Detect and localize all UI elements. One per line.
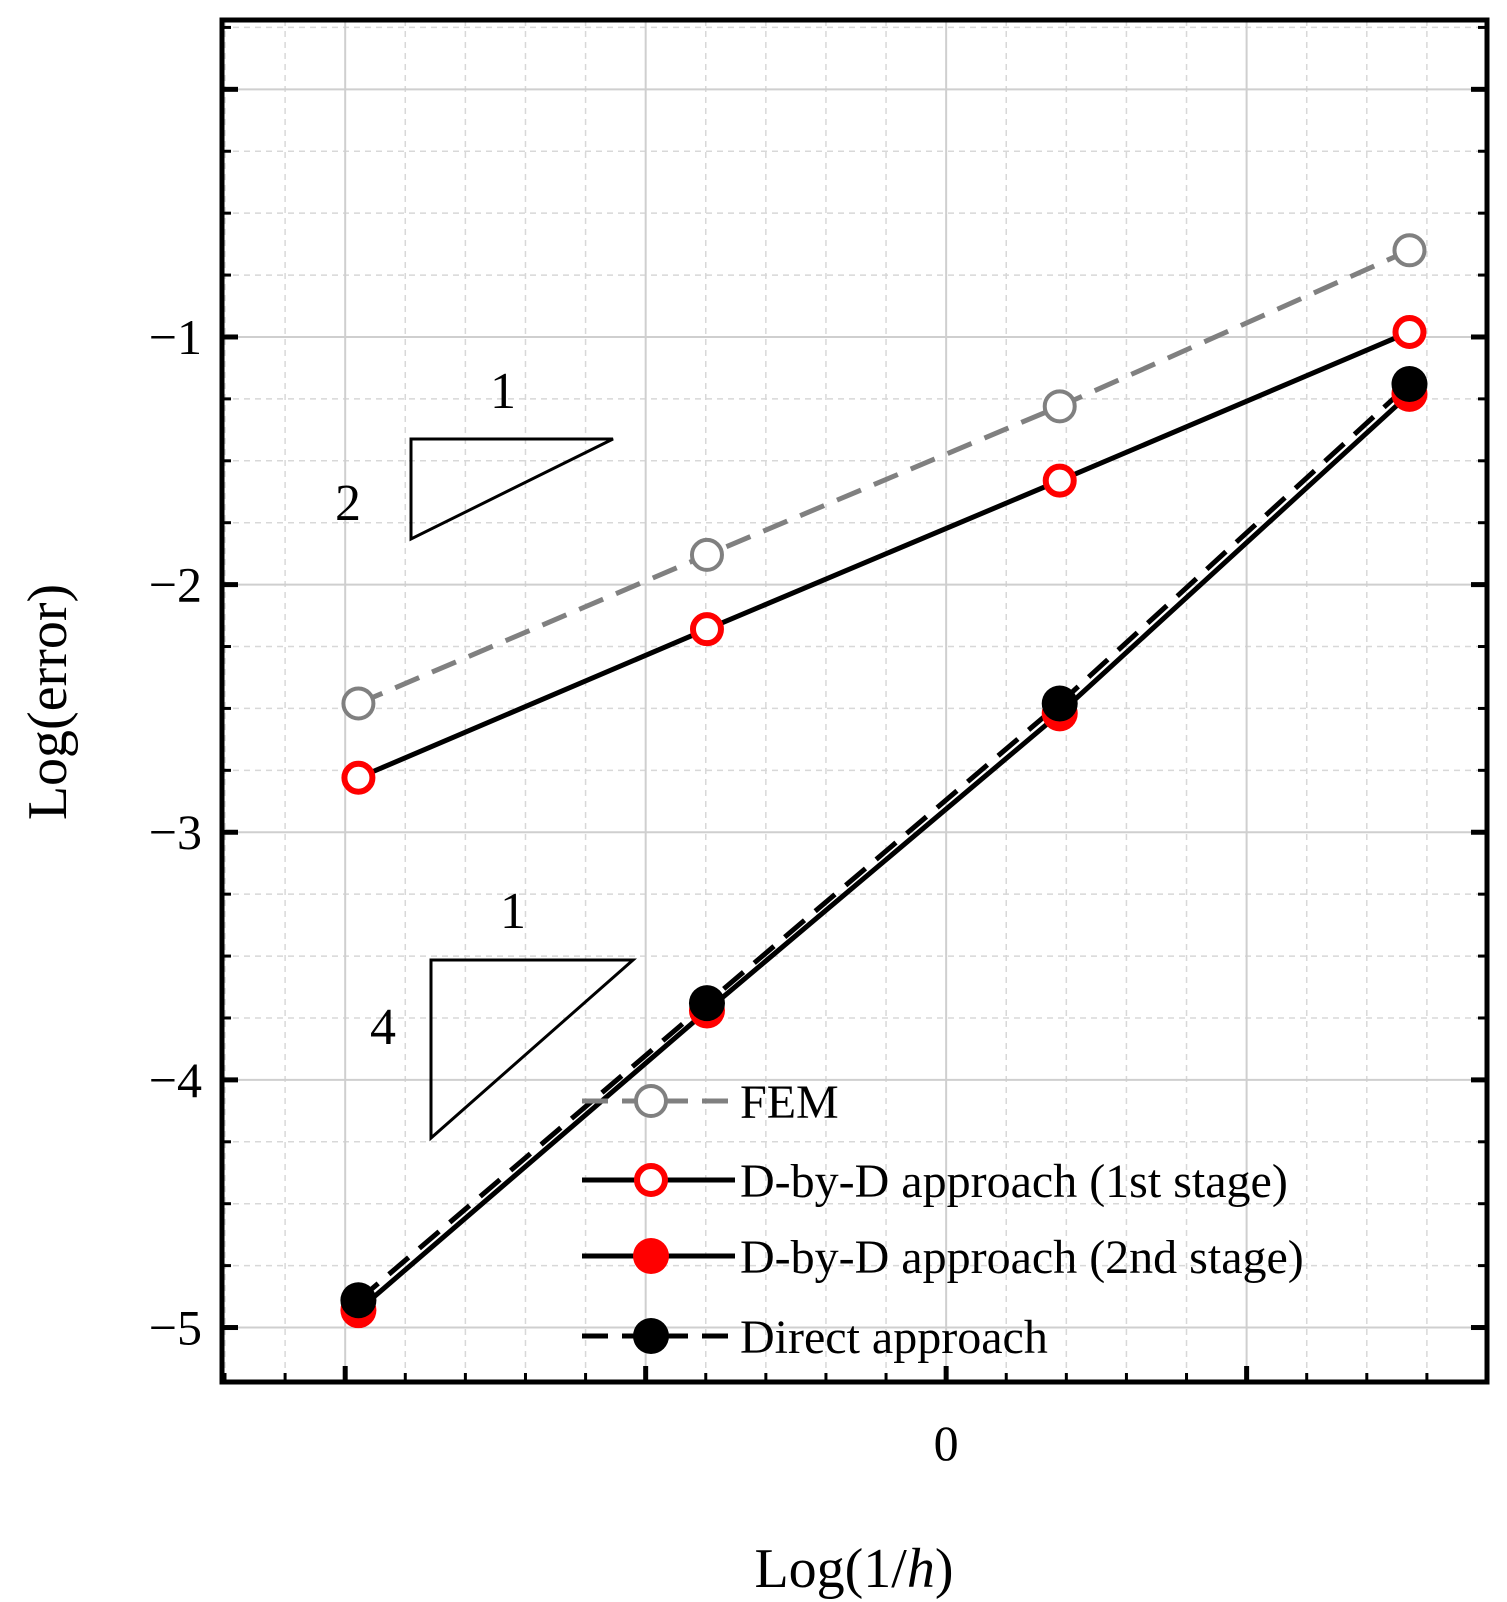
legend-item-dbyd-2nd: D-by-D approach (2nd stage): [582, 1231, 1304, 1284]
slope-triangle-second-stage: 1 4: [370, 883, 637, 1142]
markers-layer: [340, 233, 1428, 1329]
slope-triangle-2-shape: [429, 958, 637, 1142]
y-axis-title: Log(error): [17, 584, 79, 820]
series-1-marker: [1392, 315, 1427, 350]
legend-marker-fem: [634, 1084, 668, 1118]
y-tick-label: −3: [149, 804, 202, 860]
series-0-marker: [1392, 233, 1427, 268]
legend-marker-dbyd-2nd: [633, 1238, 669, 1274]
slope-triangle-1-shape: [409, 437, 614, 542]
series-1-marker: [1042, 463, 1077, 498]
slope-triangle-2-run-label: 1: [500, 883, 526, 940]
series-1-marker: [341, 760, 376, 795]
slope-triangle-2-rise-label: 4: [370, 999, 396, 1056]
series-3-marker: [1041, 685, 1078, 722]
legend: FEM D-by-D approach (1st stage) D-by-D a…: [582, 1076, 1304, 1364]
series-3-marker: [688, 985, 725, 1022]
x-axis-title: Log(1/h): [754, 1538, 953, 1600]
plot-frame: [219, 17, 1490, 1385]
series-line-2: [356, 392, 1412, 1313]
legend-label-direct: Direct approach: [740, 1311, 1048, 1364]
legend-marker-direct: [633, 1318, 669, 1354]
series-3-marker: [1391, 366, 1428, 403]
legend-label-dbyd-2nd: D-by-D approach (2nd stage): [740, 1231, 1304, 1284]
series-line-3: [356, 382, 1412, 1303]
y-tick-label: −5: [149, 1300, 202, 1356]
legend-marker-dbyd-1st: [634, 1163, 668, 1197]
series-line-1: [357, 329, 1411, 781]
legend-item-direct: Direct approach: [582, 1311, 1048, 1364]
series-0-marker: [1042, 389, 1077, 424]
axis-ticks: −1 −2 −3 −4 −5 0: [149, 25, 1489, 1471]
y-tick-label: −1: [149, 309, 202, 365]
slope-triangle-fem: 1 2: [335, 363, 614, 542]
series-line-0: [357, 248, 1411, 706]
slope-triangle-1-run-label: 1: [490, 363, 516, 420]
legend-label-fem: FEM: [740, 1076, 839, 1129]
y-tick-label: −2: [149, 557, 202, 613]
legend-item-fem: FEM: [582, 1076, 839, 1129]
grid-lines: [222, 20, 1488, 1382]
x-tick-label: 0: [934, 1415, 959, 1471]
series-1-marker: [689, 612, 724, 647]
series-0-marker: [341, 686, 376, 721]
y-tick-label: −4: [149, 1052, 202, 1108]
series-0-marker: [689, 537, 724, 572]
slope-triangle-1-rise-label: 2: [335, 475, 361, 532]
series-layer: [356, 248, 1412, 1313]
legend-item-dbyd-1st: D-by-D approach (1st stage): [582, 1155, 1288, 1208]
legend-label-dbyd-1st: D-by-D approach (1st stage): [740, 1155, 1288, 1208]
series-3-marker: [340, 1282, 377, 1319]
